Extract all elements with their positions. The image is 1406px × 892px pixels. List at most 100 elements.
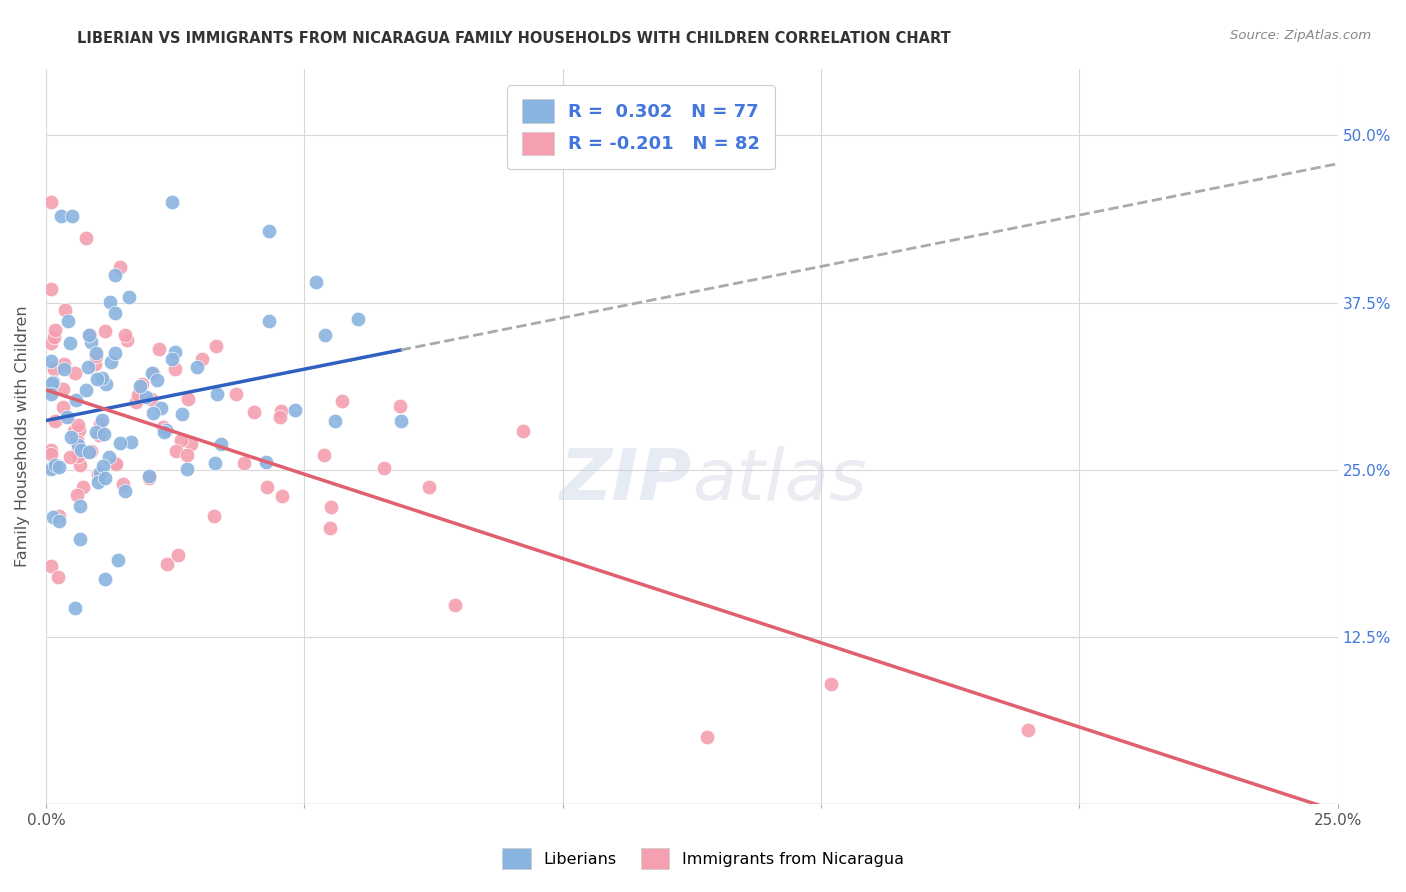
Point [180,437,202,451]
Point [69,533,91,547]
Text: Source: ZipAtlas.com: Source: ZipAtlas.com [1230,29,1371,42]
Point [165,344,187,359]
Point [91,371,114,385]
Point [271,489,294,503]
Point [46,570,69,584]
Point [389,414,412,428]
Point [65,488,87,502]
Point [51,209,73,223]
Point [77,359,100,374]
Point [314,328,336,343]
Point [59,335,82,350]
Point [91,459,114,474]
Point [100,295,122,310]
Point [93,572,115,586]
Point [142,406,165,420]
Point [696,730,718,744]
Point [232,456,254,470]
Point [138,470,160,484]
Point [114,327,136,342]
Point [512,425,534,439]
Legend: R =  0.302   N = 77, R = -0.201   N = 82: R = 0.302 N = 77, R = -0.201 N = 82 [508,85,775,169]
Point [319,500,342,514]
Point [69,499,91,513]
Point [87,428,110,442]
Point [94,471,117,485]
Point [111,477,134,491]
Text: atlas: atlas [692,446,866,515]
Point [41,376,63,391]
Point [63,601,86,615]
Y-axis label: Family Households with Children: Family Households with Children [15,305,30,567]
Point [75,383,97,397]
Point [86,467,108,481]
Point [39,195,62,210]
Point [94,324,117,338]
Point [60,209,83,223]
Point [56,410,79,425]
Point [48,514,70,528]
Point [107,552,129,566]
Point [39,336,62,351]
Point [118,290,141,304]
Point [418,480,440,494]
Point [79,335,101,350]
Point [67,442,90,457]
Point [104,345,127,359]
Point [66,450,89,464]
Point [176,392,198,407]
Point [284,402,307,417]
Point [42,330,65,344]
Point [97,450,120,464]
Point [39,443,62,458]
Point [66,417,89,432]
Point [104,457,127,471]
Point [243,405,266,419]
Point [155,423,177,437]
Point [128,379,150,393]
Point [172,407,194,421]
Point [148,343,170,357]
Point [86,349,108,363]
Point [388,399,411,413]
Point [75,230,97,244]
Point [63,366,86,380]
Point [89,417,111,431]
Point [149,401,172,415]
Point [79,327,101,342]
Point [209,437,232,451]
Point [176,448,198,462]
Point [108,435,131,450]
Point [165,444,187,458]
Point [165,362,187,376]
Point [65,392,87,407]
Point [39,282,62,296]
Point [104,306,127,320]
Point [207,386,229,401]
Point [53,362,76,376]
Point [152,419,174,434]
Point [44,323,66,337]
Point [120,435,142,450]
Point [52,401,75,415]
Point [104,268,127,282]
Point [330,394,353,409]
Point [79,443,101,458]
Point [44,414,66,428]
Point [100,355,122,369]
Point [820,676,842,690]
Point [319,521,342,535]
Point [305,276,328,290]
Point [39,447,62,461]
Point [96,377,118,392]
Point [115,333,138,347]
Point [104,456,127,470]
Point [39,462,62,476]
Point [259,314,281,328]
Point [141,392,163,406]
Point [39,558,62,573]
Point [42,460,65,475]
Point [312,448,335,462]
Point [127,387,149,401]
Point [83,357,105,371]
